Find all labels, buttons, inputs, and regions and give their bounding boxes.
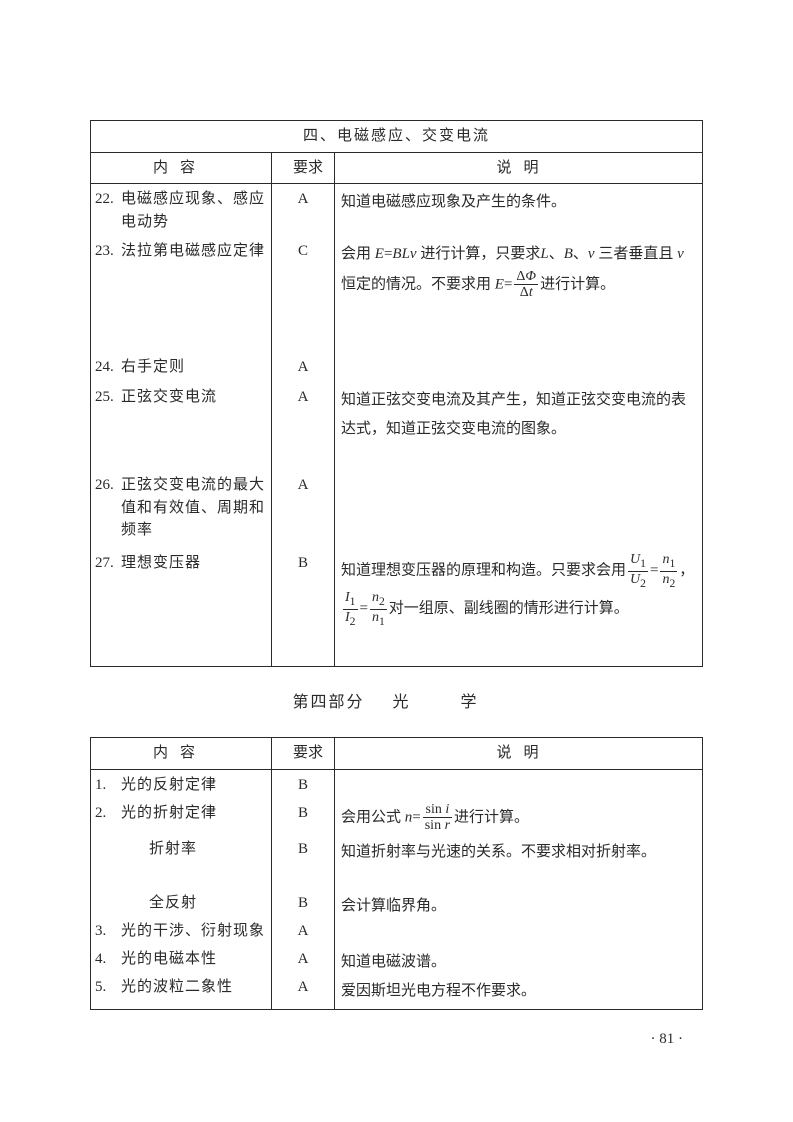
col-header-desc: 说明: [335, 152, 703, 184]
table-optics: 内容 要求 说明 1.光的反射定律2.光的折射定律折射率全反射3.光的干涉、衍射…: [90, 737, 703, 1010]
col-header-desc: 说明: [335, 738, 703, 770]
heading-sub1: 光: [392, 694, 410, 711]
table1-desc-col: 知道电磁感应现象及产生的条件。会用 E=BLv 进行计算，只要求L、B、v 三者…: [335, 184, 703, 667]
col-header-req: 要求: [272, 738, 335, 770]
col-header-content: 内容: [91, 152, 272, 184]
table2-content-col: 1.光的反射定律2.光的折射定律折射率全反射3.光的干涉、衍射现象4.光的电磁本…: [91, 769, 272, 1010]
page-number: · 81 ·: [90, 1028, 703, 1051]
col-header-req: 要求: [272, 152, 335, 184]
heading-part: 第四部分: [292, 694, 364, 711]
table-electromagnetic: 四、电磁感应、交变电流 内容 要求 说明 22.电磁感应现象、感应电动势23.法…: [90, 120, 703, 667]
col-header-content: 内容: [91, 738, 272, 770]
section-heading-optics: 第四部分 光 学: [90, 691, 703, 715]
heading-sub2: 学: [461, 694, 479, 711]
table1-content-col: 22.电磁感应现象、感应电动势23.法拉第电磁感应定律24.右手定则25.正弦交…: [91, 184, 272, 667]
table1-req-col: ACAAAB: [272, 184, 335, 667]
table2-desc-col: 会用公式 n=sin isin r进行计算。知道折射率与光速的关系。不要求相对折…: [335, 769, 703, 1010]
table2-req-col: BBBBAAA: [272, 769, 335, 1010]
table1-title: 四、电磁感应、交变电流: [91, 121, 703, 153]
